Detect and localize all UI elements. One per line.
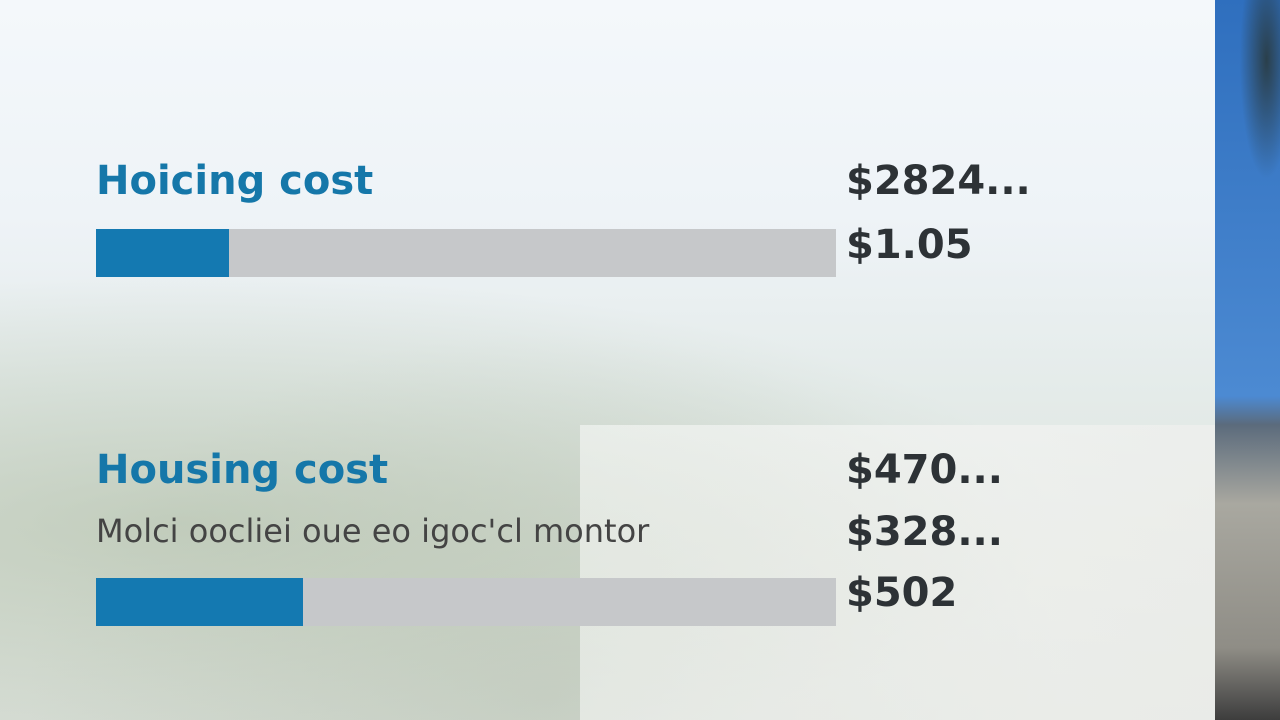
amount: $328...	[846, 509, 1003, 555]
amount: $2824...	[846, 158, 1031, 204]
card-subtitle: Molci oocliei oue eo igoc'cl montor	[96, 512, 650, 550]
card-title: Housing cost	[96, 447, 389, 493]
card-title: Hoicing cost	[96, 158, 374, 204]
progress-track	[96, 578, 836, 626]
amount: $1.05	[846, 222, 973, 268]
progress-track	[96, 229, 836, 277]
amount: $502	[846, 570, 958, 616]
amount: $470...	[846, 447, 1003, 493]
progress-fill	[96, 578, 304, 626]
background-wall	[580, 425, 1215, 720]
side-tree	[1235, 0, 1280, 200]
progress-fill	[96, 229, 230, 277]
